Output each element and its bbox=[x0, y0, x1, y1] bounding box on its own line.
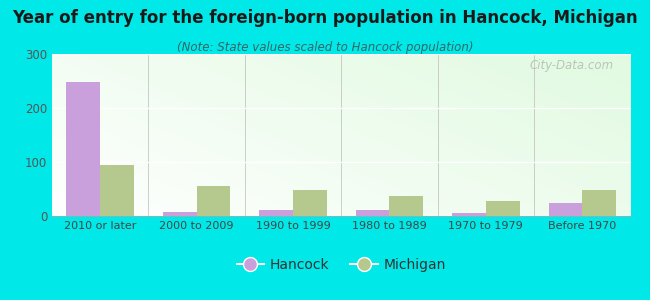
Bar bbox=[356, 209, 389, 216]
Bar bbox=[293, 190, 327, 216]
Bar bbox=[452, 213, 486, 216]
Bar bbox=[259, 209, 293, 216]
Text: City-Data.com: City-Data.com bbox=[529, 59, 613, 72]
Text: (Note: State values scaled to Hancock population): (Note: State values scaled to Hancock po… bbox=[177, 40, 473, 53]
Text: Year of entry for the foreign-born population in Hancock, Michigan: Year of entry for the foreign-born popul… bbox=[12, 9, 638, 27]
Bar bbox=[486, 201, 519, 216]
Bar bbox=[100, 165, 134, 216]
Bar bbox=[582, 190, 616, 216]
Bar bbox=[549, 202, 582, 216]
Bar bbox=[196, 186, 230, 216]
Bar bbox=[163, 212, 196, 216]
Bar bbox=[66, 82, 100, 216]
Bar bbox=[389, 196, 423, 216]
Legend: Hancock, Michigan: Hancock, Michigan bbox=[231, 252, 452, 277]
